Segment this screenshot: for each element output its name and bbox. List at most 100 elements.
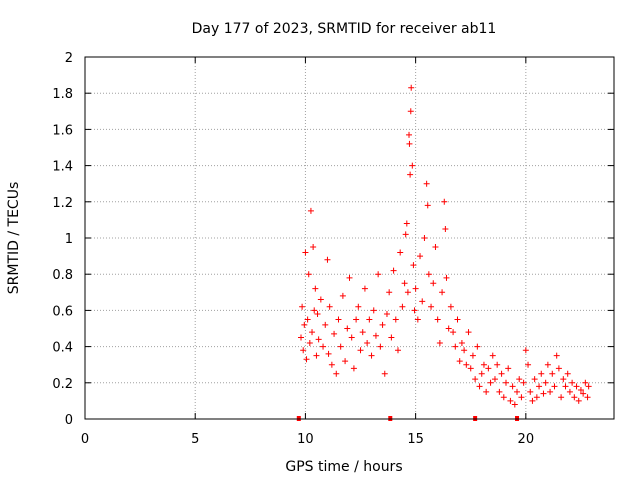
x-tick-label: 0	[81, 432, 89, 447]
data-point	[412, 285, 419, 292]
data-point	[346, 274, 353, 281]
y-tick-label: 0.4	[52, 341, 73, 356]
y-tick-label: 0.6	[52, 304, 73, 319]
data-point	[410, 262, 417, 269]
data-point	[544, 361, 551, 368]
data-point	[531, 376, 538, 383]
data-point	[489, 352, 496, 359]
data-point	[306, 339, 313, 346]
data-point	[372, 332, 379, 339]
data-point	[525, 361, 532, 368]
chart-title: Day 177 of 2023, SRMTID for receiver ab1…	[192, 21, 497, 37]
data-point	[542, 379, 549, 386]
data-point	[549, 370, 556, 377]
x-tick-label: 20	[518, 432, 535, 447]
x-tick-label: 10	[297, 432, 314, 447]
data-point	[419, 298, 426, 305]
data-point	[310, 244, 317, 251]
data-point	[454, 316, 461, 323]
data-point	[487, 379, 494, 386]
data-point	[527, 388, 534, 395]
data-point	[507, 397, 514, 404]
data-point	[469, 352, 476, 359]
data-point	[305, 271, 312, 278]
data-point	[414, 316, 421, 323]
data-point	[575, 397, 582, 404]
data-point	[511, 401, 518, 408]
data-point	[551, 383, 558, 390]
y-tick-label: 2	[65, 51, 73, 66]
y-tick-label: 0	[65, 413, 73, 428]
data-point	[326, 303, 333, 310]
data-point	[328, 361, 335, 368]
data-point	[317, 296, 324, 303]
data-point	[406, 131, 413, 138]
data-point	[324, 256, 331, 263]
data-point	[476, 383, 483, 390]
data-point	[520, 379, 527, 386]
data-point	[313, 352, 320, 359]
data-point	[509, 383, 516, 390]
data-point	[478, 370, 485, 377]
data-point	[445, 325, 452, 332]
data-point	[403, 220, 410, 227]
x-tick-label: 15	[407, 432, 424, 447]
data-point	[379, 321, 386, 328]
x-axis-label: GPS time / hours	[285, 459, 402, 475]
data-point	[423, 180, 430, 187]
data-point	[339, 292, 346, 299]
data-point	[577, 387, 584, 394]
data-point	[566, 388, 573, 395]
y-tick-label: 1.6	[52, 123, 73, 138]
data-point	[540, 390, 547, 397]
data-point	[344, 325, 351, 332]
data-point	[425, 271, 432, 278]
data-points	[298, 84, 592, 408]
data-point	[436, 339, 443, 346]
data-point	[421, 235, 428, 241]
axis-ticks	[84, 56, 614, 420]
data-point	[555, 365, 562, 372]
data-point	[496, 388, 503, 395]
data-point	[483, 388, 490, 395]
y-tick-label: 1	[65, 232, 73, 247]
data-point	[407, 108, 414, 115]
data-point	[463, 361, 470, 368]
data-point	[394, 347, 401, 354]
data-point	[298, 334, 305, 341]
x-tick-label: 5	[191, 432, 199, 447]
data-point	[441, 198, 448, 205]
data-point	[407, 171, 414, 178]
data-point	[564, 370, 571, 377]
tick-labels: 00.20.40.60.811.21.41.61.820 5 10 15 20	[52, 51, 534, 447]
data-point	[342, 358, 349, 365]
data-point	[522, 347, 529, 354]
data-point	[399, 303, 406, 310]
data-point	[538, 370, 545, 377]
data-point	[402, 231, 409, 238]
data-point	[320, 343, 327, 350]
data-point	[301, 321, 308, 328]
data-point	[381, 370, 388, 377]
data-point	[498, 370, 505, 377]
data-point	[350, 365, 357, 372]
data-point	[573, 383, 580, 390]
data-point	[560, 376, 567, 383]
data-point	[472, 376, 479, 383]
data-point	[409, 162, 416, 169]
data-point	[494, 361, 501, 368]
y-tick-label: 1.2	[52, 196, 73, 211]
data-point	[411, 307, 418, 314]
data-point	[383, 311, 390, 318]
data-point	[417, 253, 424, 260]
data-point	[571, 394, 578, 401]
y-tick-label: 1.8	[52, 87, 73, 102]
data-point	[582, 379, 589, 386]
data-point	[315, 336, 322, 343]
data-point	[348, 334, 355, 341]
data-point	[386, 289, 393, 296]
data-point	[547, 388, 554, 395]
data-point	[388, 334, 395, 341]
grid-layer	[85, 57, 614, 419]
data-point	[580, 390, 587, 397]
